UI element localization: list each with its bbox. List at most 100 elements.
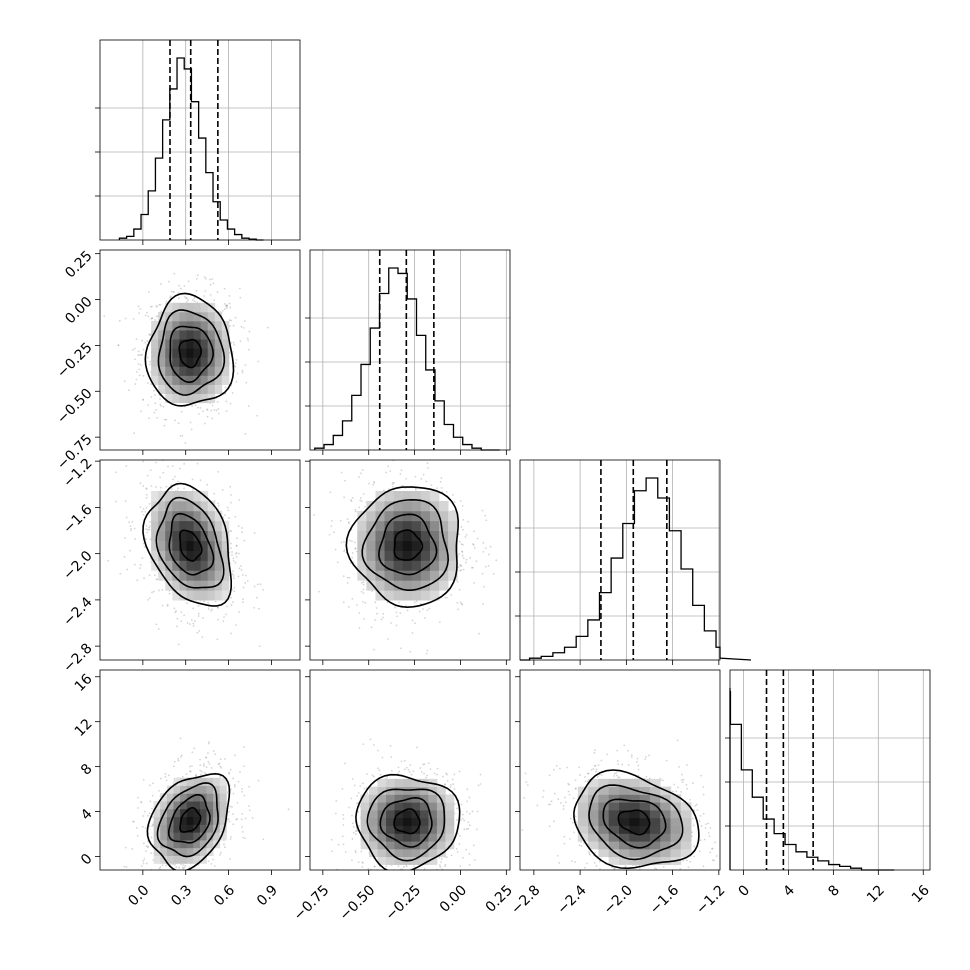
density-cell	[393, 570, 404, 581]
sample-point	[229, 485, 232, 488]
contour-line	[156, 782, 219, 858]
sample-point	[142, 542, 145, 545]
sample-point	[241, 790, 244, 793]
sample-point	[350, 498, 352, 501]
density-cell	[186, 785, 194, 794]
sample-point	[397, 766, 400, 769]
sample-point	[240, 818, 243, 821]
sample-point	[412, 770, 414, 773]
density-cell	[186, 520, 194, 532]
contour-line	[168, 512, 215, 576]
sample-point	[126, 568, 129, 571]
sample-point	[241, 813, 244, 815]
sample-point	[217, 504, 220, 507]
sample-point	[354, 850, 357, 852]
sample-point	[197, 874, 199, 876]
density-cell	[160, 801, 168, 810]
sample-point	[403, 887, 405, 889]
sample-point	[457, 450, 459, 452]
sample-point	[232, 777, 235, 780]
density-cell	[186, 357, 194, 367]
density-cell	[207, 311, 216, 322]
sample-point	[137, 363, 140, 365]
sample-point	[466, 800, 469, 803]
density-cell	[439, 570, 449, 581]
sample-point	[179, 467, 181, 470]
sample-point	[181, 754, 183, 757]
sample-point	[336, 561, 339, 564]
density-cell	[166, 832, 174, 841]
sample-point	[248, 785, 251, 788]
density-cell	[206, 801, 214, 810]
sample-point	[149, 360, 152, 363]
sample-point	[390, 622, 392, 624]
sample-point	[362, 592, 365, 595]
density-cell	[206, 832, 214, 841]
density-cell	[180, 785, 188, 794]
sample-point	[343, 549, 346, 551]
sample-point	[142, 348, 145, 351]
sample-point	[145, 506, 148, 509]
density-cell	[375, 560, 385, 571]
sample-point	[472, 543, 474, 545]
sample-point	[351, 859, 353, 862]
sample-point	[191, 478, 194, 481]
sample-point	[150, 852, 152, 855]
sample-point	[223, 308, 226, 310]
density-cell	[384, 520, 395, 532]
sample-point	[427, 889, 429, 891]
density-panel-4	[95, 669, 301, 876]
sample-point	[418, 610, 421, 613]
density-cell	[172, 393, 180, 404]
density-cell	[448, 530, 458, 541]
sample-point	[206, 873, 208, 875]
density-cell	[160, 847, 168, 857]
sample-point	[359, 499, 362, 502]
sample-point	[236, 537, 238, 540]
sample-point	[159, 476, 162, 479]
density-cell	[207, 550, 216, 561]
sample-point	[472, 544, 475, 546]
sample-point	[452, 783, 455, 786]
sample-point	[212, 858, 215, 861]
density-cell	[153, 855, 161, 864]
density-cell	[186, 530, 194, 541]
sample-point	[146, 340, 149, 342]
sample-point	[174, 863, 176, 866]
sample-point	[386, 601, 389, 604]
sample-point	[481, 572, 484, 575]
sample-point	[145, 850, 147, 852]
sample-point	[343, 479, 346, 482]
sample-point	[354, 508, 357, 511]
sample-point	[168, 592, 171, 595]
sample-point	[405, 766, 408, 769]
sample-point	[229, 788, 232, 791]
sample-point	[178, 284, 180, 287]
density-cell	[172, 580, 180, 591]
sample-point	[107, 559, 110, 562]
density-cell	[166, 840, 174, 849]
density-cell	[393, 500, 404, 512]
sample-point	[165, 418, 168, 421]
density-cell	[151, 339, 159, 349]
sample-point	[343, 540, 345, 543]
density-cell	[158, 320, 166, 331]
density-cell	[213, 832, 221, 841]
sample-point	[253, 532, 256, 534]
sample-point	[346, 576, 349, 579]
sample-point	[154, 402, 157, 405]
density-cell	[193, 520, 202, 532]
sample-point	[385, 471, 387, 474]
density-cell	[179, 490, 187, 502]
sample-point	[229, 858, 231, 860]
sample-point	[203, 771, 206, 774]
sample-point	[203, 295, 205, 297]
sample-point	[403, 872, 405, 874]
density-cell	[448, 550, 458, 561]
density-cell	[219, 808, 227, 818]
density-cell	[160, 824, 168, 833]
sample-point	[245, 381, 248, 384]
sample-point	[188, 765, 191, 768]
density-cell	[186, 808, 194, 818]
density-cell	[221, 375, 230, 385]
